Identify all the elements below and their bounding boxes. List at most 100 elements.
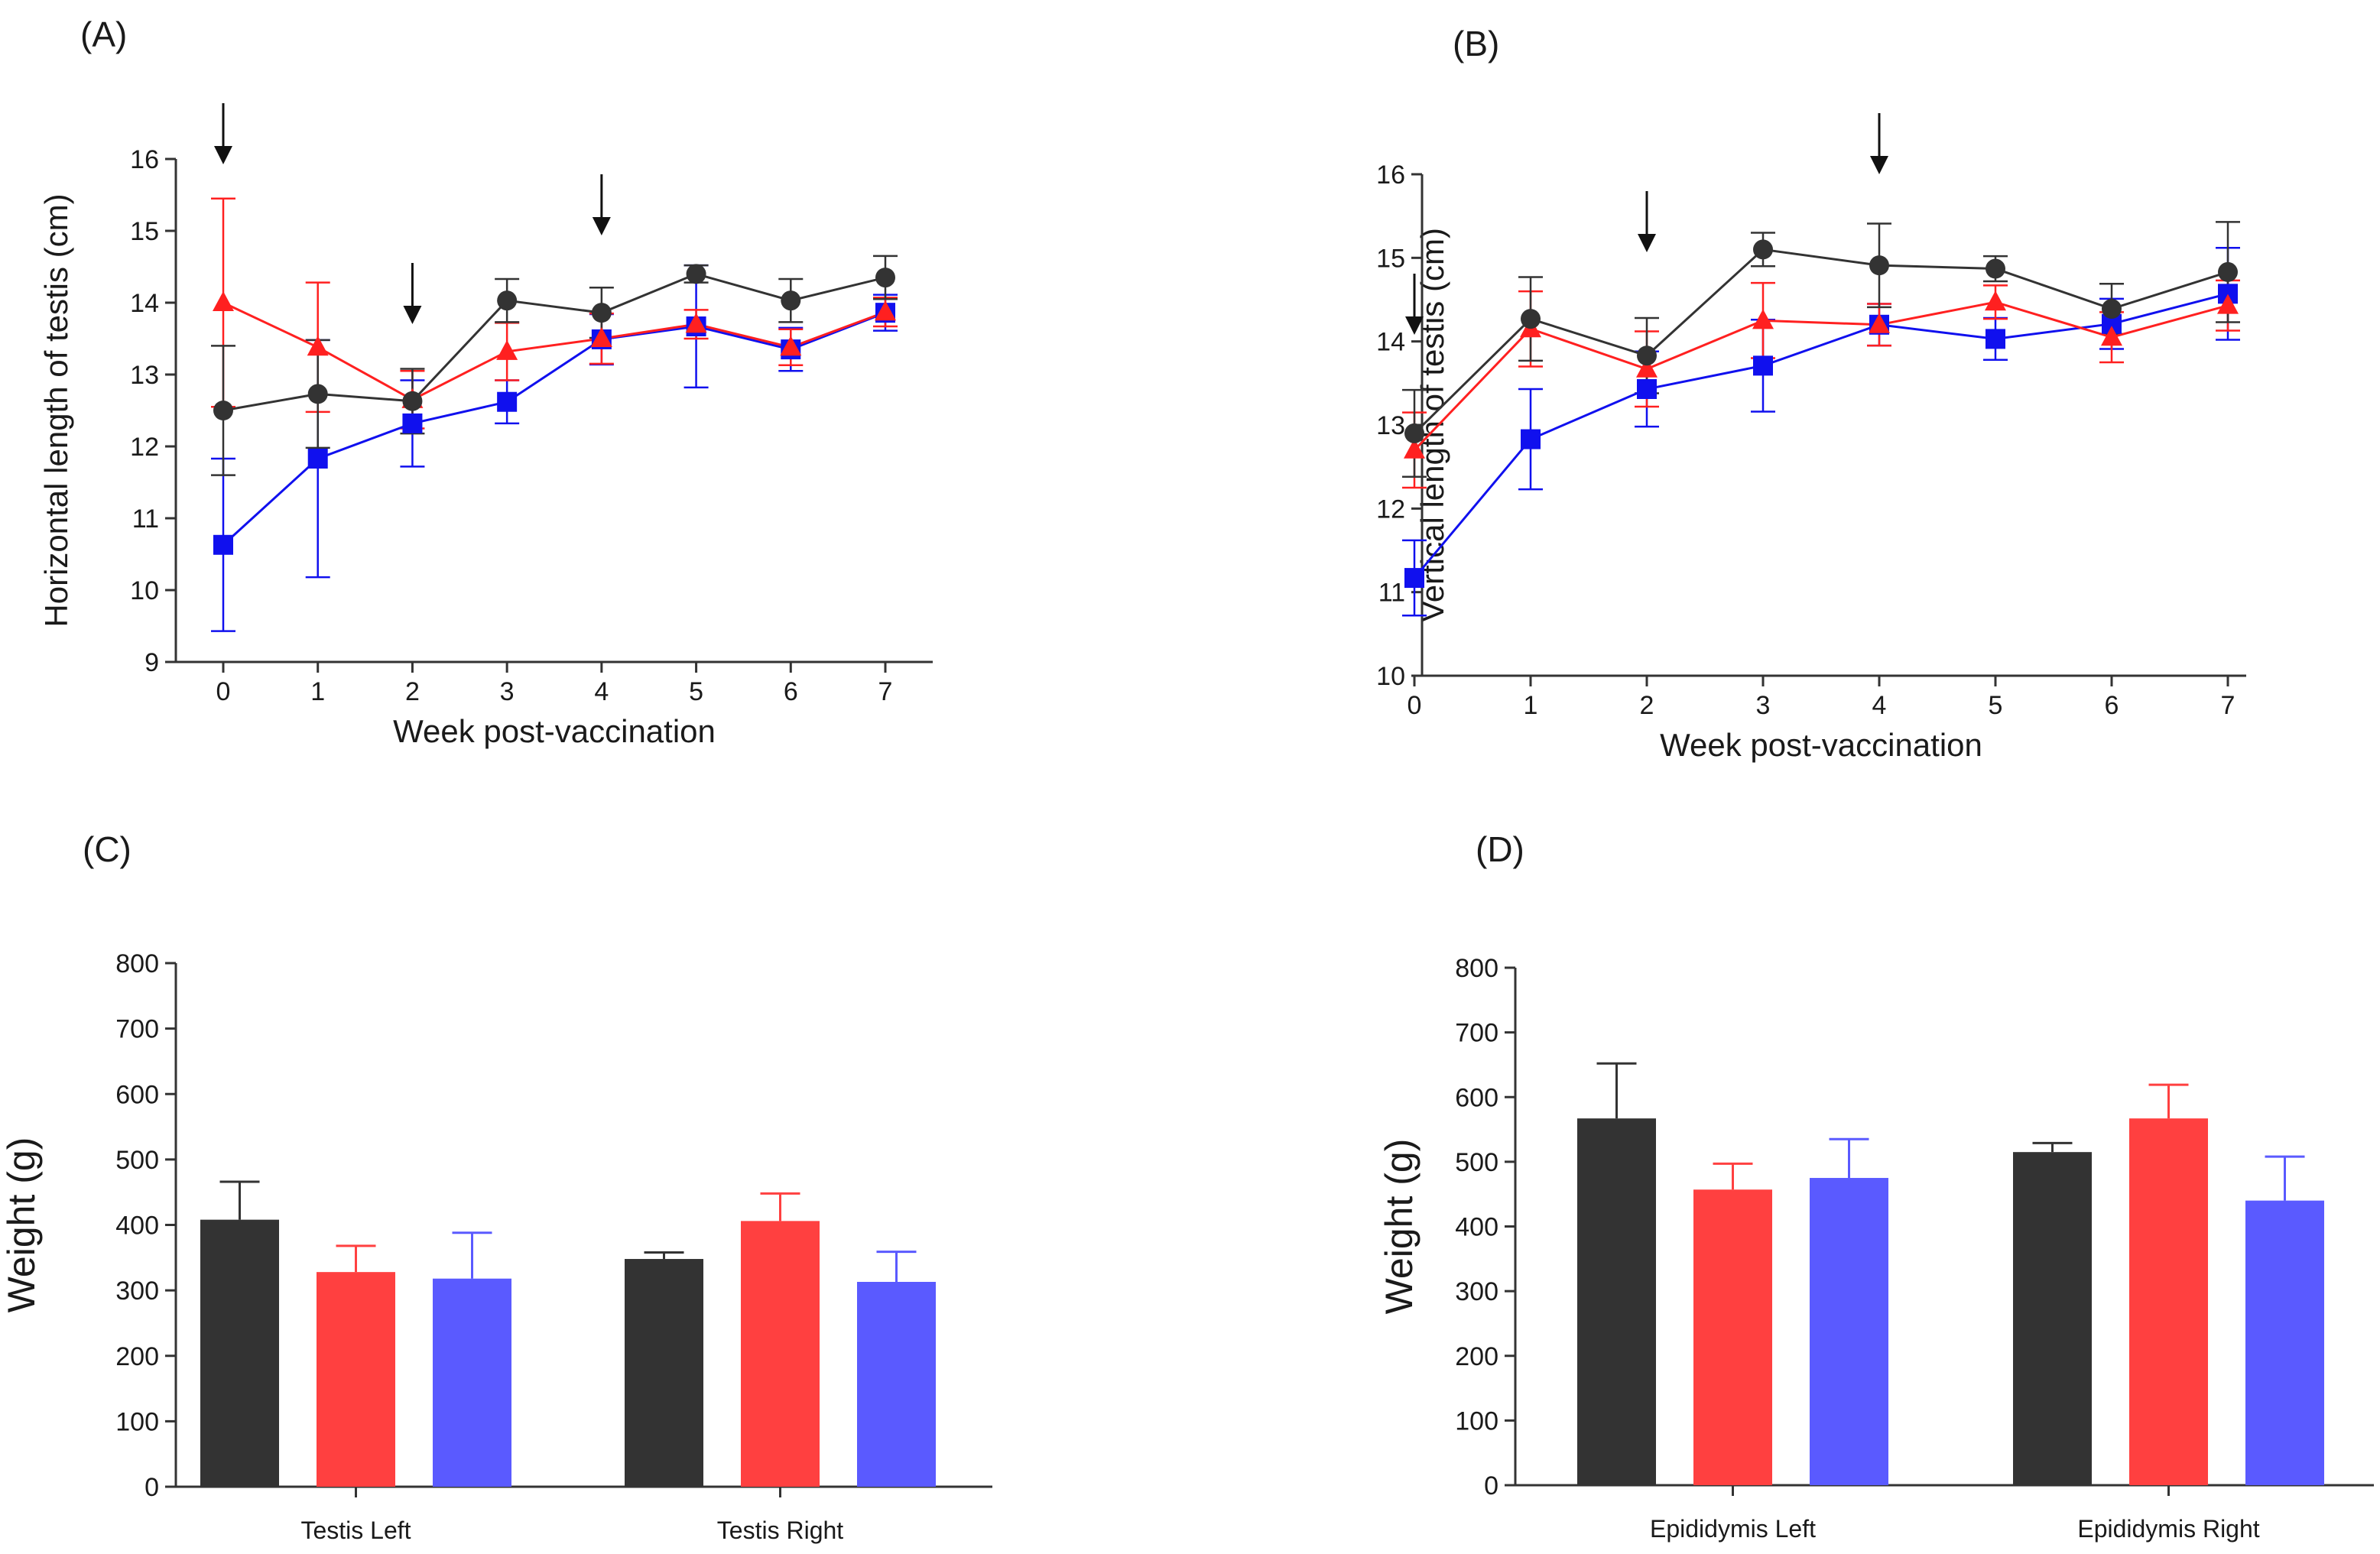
- x-tick-label: 1: [310, 677, 325, 706]
- y-tick-label: 100: [115, 1407, 159, 1436]
- point-red: [496, 339, 518, 360]
- x-tick-label: 4: [1872, 691, 1887, 720]
- chart-a-horizontal-length: Horizontal length of testis (cm) Week po…: [38, 103, 933, 749]
- category-label: Epididymis Left: [1650, 1515, 1816, 1543]
- point-black: [497, 290, 518, 311]
- panel-c: (C) Weight (g) 0 100 200 300 400 500 600 700 800…: [0, 818, 1190, 1554]
- x-tick-label: 5: [1989, 691, 2003, 720]
- panel-label-d: (D): [1476, 829, 1524, 869]
- point-black: [2102, 299, 2122, 320]
- y-tick-label: 13: [1376, 411, 1405, 440]
- x-tick-label: 7: [2221, 691, 2236, 720]
- bar-blue: [857, 1281, 936, 1487]
- y-tick-label: 200: [1455, 1342, 1498, 1371]
- bar-black: [625, 1259, 703, 1487]
- series-line-blue: [222, 311, 886, 546]
- point-red: [1404, 438, 1425, 459]
- y-tick-label: 16: [130, 145, 159, 174]
- point-blue: [497, 391, 518, 412]
- vaccination-arrow-head: [214, 146, 232, 164]
- y-tick-label: 16: [1376, 161, 1405, 190]
- x-tick-label: 7: [878, 677, 893, 706]
- point-red: [2101, 326, 2122, 346]
- y-tick-label: 700: [115, 1015, 159, 1044]
- bar-red: [741, 1221, 820, 1487]
- x-tick-label: 2: [1640, 691, 1654, 720]
- series-line-blue: [1413, 292, 2229, 579]
- series-line-black: [222, 272, 886, 412]
- vaccination-arrow-head: [403, 306, 422, 324]
- y-tick-label: 400: [115, 1212, 159, 1241]
- y-axis-title: Weight (g): [0, 1137, 43, 1313]
- point-black: [1637, 346, 1657, 366]
- y-tick-label: 100: [1455, 1406, 1498, 1436]
- y-tick-label: 9: [144, 648, 159, 677]
- y-tick-label: 400: [1455, 1213, 1498, 1242]
- point-black: [1985, 258, 2005, 279]
- chart-b-vertical-length: Vertical length of testis (cm) Week post…: [1376, 113, 2246, 763]
- point-blue: [1985, 329, 2005, 349]
- vaccination-arrow-head: [1405, 316, 1424, 335]
- category-label: Epididymis Right: [2077, 1515, 2259, 1543]
- point-black: [2218, 261, 2238, 282]
- vaccination-arrow-head: [1638, 234, 1656, 252]
- x-tick-label: 3: [1756, 691, 1771, 720]
- point-black: [875, 268, 895, 288]
- point-blue: [1404, 568, 1424, 589]
- series-line-black: [1413, 248, 2229, 435]
- bar-red: [1693, 1189, 1772, 1485]
- y-tick-label: 10: [1376, 662, 1405, 691]
- point-red: [307, 336, 329, 356]
- point-black: [307, 384, 328, 404]
- y-tick-label: 300: [115, 1277, 159, 1306]
- category-label: Testis Left: [300, 1517, 411, 1544]
- y-tick-label: 14: [130, 289, 159, 318]
- bar-black: [2013, 1152, 2092, 1485]
- point-red: [2217, 294, 2239, 314]
- vaccination-arrow-head: [592, 217, 611, 235]
- y-tick-label: 10: [130, 576, 159, 605]
- point-red: [780, 336, 802, 356]
- point-blue: [402, 413, 423, 433]
- point-black: [1404, 423, 1424, 443]
- point-black: [1753, 239, 1773, 260]
- bar-black: [1577, 1118, 1656, 1485]
- y-tick-label: 600: [115, 1080, 159, 1109]
- vaccination-arrow-head: [1870, 156, 1888, 174]
- y-tick-label: 15: [130, 217, 159, 246]
- point-blue: [307, 448, 328, 469]
- point-red: [685, 313, 707, 333]
- y-tick-label: 300: [1455, 1277, 1498, 1306]
- series-line-red: [1413, 300, 2229, 451]
- x-tick-label: 5: [689, 677, 703, 706]
- y-tick-label: 12: [1376, 495, 1405, 524]
- point-blue: [1637, 378, 1657, 399]
- y-tick-label: 11: [132, 504, 159, 534]
- y-axis-title: Weight (g): [1378, 1139, 1421, 1315]
- x-tick-label: 1: [1524, 691, 1538, 720]
- y-tick-label: 0: [144, 1473, 159, 1502]
- x-tick-label: 6: [2105, 691, 2119, 720]
- point-red: [1869, 313, 1890, 333]
- x-tick-label: 0: [1408, 691, 1422, 720]
- panel-b: (B) Vertical length of testis (cm) Week …: [1346, 0, 2380, 777]
- y-tick-label: 14: [1376, 328, 1405, 357]
- y-tick-label: 13: [130, 361, 159, 390]
- y-tick-label: 15: [1376, 244, 1405, 273]
- point-black: [1869, 255, 1889, 276]
- x-axis-title: Week post-vaccination: [1660, 727, 1982, 763]
- bar-red: [2129, 1118, 2208, 1485]
- point-black: [213, 401, 233, 420]
- panel-label-c: (C): [83, 829, 132, 869]
- x-tick-label: 4: [594, 677, 609, 706]
- point-blue: [1521, 429, 1541, 449]
- bar-black: [200, 1219, 279, 1487]
- y-tick-label: 0: [1484, 1471, 1498, 1500]
- x-axis-title: Week post-vaccination: [393, 713, 716, 749]
- y-tick-label: 200: [115, 1342, 159, 1371]
- panel-label-a: (A): [80, 15, 128, 54]
- point-red: [875, 300, 896, 321]
- point-black: [781, 290, 801, 311]
- panel-label-b: (B): [1453, 24, 1500, 63]
- y-tick-label: 500: [115, 1146, 159, 1175]
